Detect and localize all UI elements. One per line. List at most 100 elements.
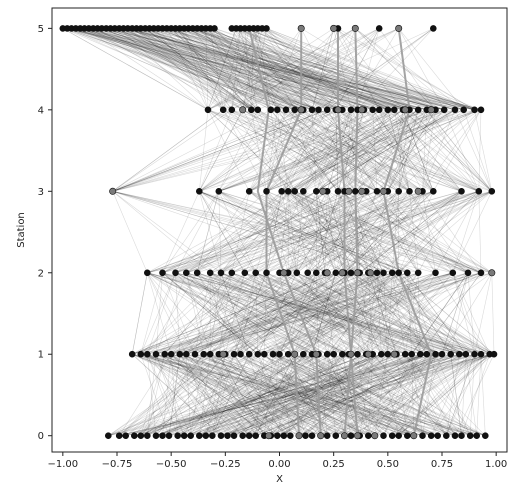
edge-line <box>192 28 419 111</box>
edge-line <box>179 354 250 436</box>
edge-line <box>288 272 495 355</box>
edge-line <box>417 191 462 273</box>
edge-line <box>359 191 462 274</box>
edge-line <box>344 109 352 192</box>
edge-line <box>452 191 493 273</box>
station-node <box>429 188 437 195</box>
station-node <box>473 432 481 440</box>
edge-line <box>264 353 345 436</box>
edge-line <box>106 28 445 111</box>
edge-line <box>155 353 334 436</box>
edge-line <box>183 28 209 110</box>
edge-line <box>203 353 438 436</box>
edge-line <box>197 272 313 355</box>
edge-line <box>359 354 373 436</box>
edge-line <box>123 28 388 111</box>
edge-line <box>127 28 319 111</box>
edge-line <box>80 28 427 111</box>
edge-line <box>279 272 466 355</box>
edge-line <box>326 354 360 436</box>
edge-line <box>242 109 367 192</box>
edge-line <box>344 191 378 273</box>
edge-line <box>162 353 367 436</box>
edge-line <box>67 28 304 111</box>
edge-line <box>212 354 235 436</box>
station-node <box>466 432 474 440</box>
station-node <box>291 106 299 114</box>
edge-line <box>214 28 343 111</box>
edge-line <box>253 28 272 110</box>
edge-line <box>242 354 304 436</box>
edge-line <box>170 272 246 355</box>
edge-line <box>270 354 280 436</box>
edge-line <box>123 28 427 111</box>
edge-line <box>281 191 378 274</box>
edge-line <box>240 272 289 355</box>
edge-line <box>376 109 464 192</box>
edge-line <box>402 109 480 192</box>
edge-line <box>155 353 382 436</box>
edge-line <box>207 109 378 192</box>
edge-line <box>225 354 278 436</box>
edge-line <box>344 272 495 355</box>
edge-line <box>186 191 317 274</box>
edge-line <box>147 272 490 355</box>
edge-line <box>203 353 369 436</box>
station-node <box>254 106 262 114</box>
edge-line <box>218 109 445 192</box>
edge-line <box>365 272 384 355</box>
edge-line <box>218 109 427 192</box>
edge-line <box>225 272 246 355</box>
edge-line <box>84 28 343 111</box>
edge-line <box>372 353 447 436</box>
edge-line <box>294 109 352 192</box>
edge-line <box>311 353 423 436</box>
edge-line <box>175 28 252 111</box>
edge-line <box>175 272 482 355</box>
edge-line <box>179 272 399 355</box>
edge-line <box>127 28 427 111</box>
edge-line <box>175 191 462 274</box>
edge-line <box>335 28 380 110</box>
edge-line <box>197 28 445 111</box>
edge-line <box>316 109 352 192</box>
edge-line <box>422 354 436 436</box>
edge-line <box>112 109 304 192</box>
edge-line <box>342 109 389 192</box>
edge-line <box>132 272 393 355</box>
edge-line <box>140 272 453 355</box>
station-node <box>286 432 294 440</box>
edge-line <box>158 28 373 111</box>
edge-line <box>342 109 410 192</box>
edge-line <box>420 272 482 355</box>
edge-line <box>197 272 421 355</box>
edge-line <box>318 354 328 436</box>
edge-line <box>231 28 313 111</box>
edge-line <box>162 353 421 436</box>
y-tick-label: 3 <box>38 187 44 198</box>
station-node-highlight <box>395 24 403 32</box>
edge-line <box>162 272 349 355</box>
station-node <box>128 350 136 358</box>
edge-line <box>324 272 436 355</box>
edge-line <box>170 28 252 111</box>
edge-line <box>337 191 482 274</box>
edge-line <box>327 109 436 192</box>
edge-line <box>223 109 378 192</box>
edge-line <box>288 272 397 355</box>
edge-line <box>140 272 482 355</box>
edge-line <box>231 28 410 111</box>
edge-line <box>298 353 466 436</box>
edge-line <box>233 353 414 436</box>
edge-line <box>365 354 408 436</box>
edge-line <box>108 353 406 436</box>
edge-line <box>398 353 475 436</box>
edge-line <box>175 272 460 355</box>
edge-line <box>422 191 436 273</box>
edge-line <box>212 353 443 436</box>
edge-line <box>387 109 436 192</box>
edge-line <box>350 272 475 355</box>
edge-line <box>197 272 451 355</box>
edge-line <box>227 353 427 436</box>
edge-line <box>162 191 328 274</box>
